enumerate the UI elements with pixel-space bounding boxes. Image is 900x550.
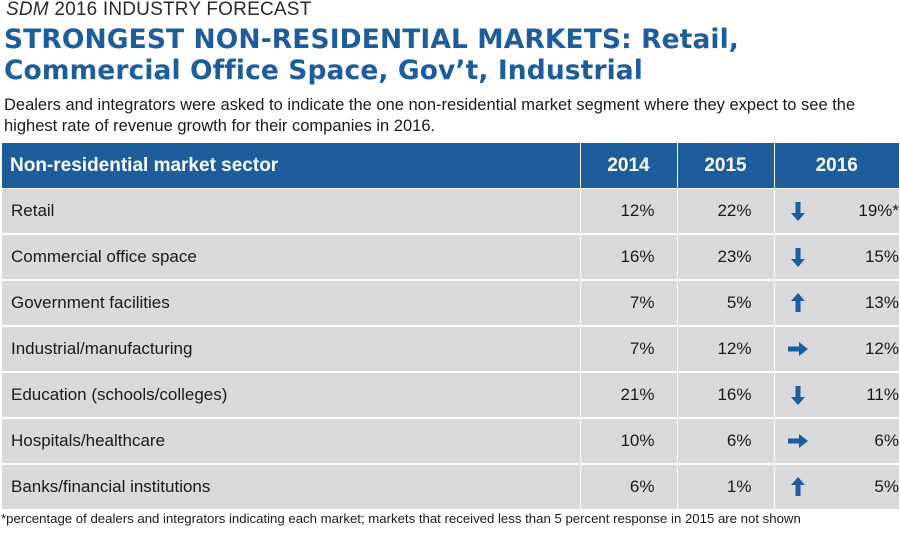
value-2015: 5% — [677, 280, 775, 327]
value-2016-wrap: 11% — [775, 373, 899, 417]
value-2016-wrap: 15% — [775, 235, 899, 279]
table-row: Retail 12% 22% 19%* — [2, 188, 899, 235]
kicker-text: 2016 INDUSTRY FORECAST — [54, 0, 312, 20]
table-row: Government facilities 7% 5% 13% — [2, 280, 899, 327]
value-2016: 12% — [864, 339, 899, 358]
sector-name: Banks/financial institutions — [2, 464, 581, 511]
table-body: Retail 12% 22% 19%* Commercial office space 1… — [2, 188, 899, 511]
market-table: Non-residential market sector 2014 2015 … — [2, 143, 899, 511]
subtitle: Dealers and integrators were asked to in… — [4, 96, 856, 135]
column-header-2015: 2015 — [677, 143, 775, 189]
arrow-right-icon — [787, 342, 808, 356]
value-2016: 11% — [866, 385, 899, 404]
value-2016-cell: 19%* — [774, 188, 899, 235]
value-2016-cell: 5% — [774, 464, 899, 511]
value-2015: 6% — [677, 418, 775, 465]
value-2016: 5% — [874, 477, 899, 496]
kicker-brand: SDM — [6, 0, 49, 20]
column-header-2014: 2014 — [580, 143, 678, 189]
value-2014: 7% — [580, 326, 678, 373]
value-2016-wrap: 19%* — [775, 189, 899, 233]
table-row: Industrial/manufacturing 7% 12% 12% — [2, 326, 899, 373]
value-2015: 23% — [677, 234, 775, 281]
sector-name: Government facilities — [2, 280, 581, 327]
arrow-down-icon — [790, 202, 805, 221]
value-2014: 16% — [580, 234, 678, 281]
table-header-row: Non-residential market sector 2014 2015 … — [2, 143, 899, 189]
page-title: STRONGEST NON-RESIDENTIAL MARKETS: Retai… — [4, 24, 896, 86]
value-2016-cell: 12% — [774, 326, 899, 373]
value-2016-cell: 11% — [774, 372, 899, 419]
forecast-kicker: SDM 2016 INDUSTRY FORECAST — [6, 0, 311, 21]
value-2016-cell: 15% — [774, 234, 899, 281]
sector-name: Hospitals/healthcare — [2, 418, 581, 465]
value-2015: 12% — [677, 326, 775, 373]
title-line-2: Commercial Office Space, Gov’t, Industri… — [4, 55, 643, 86]
arrow-up-icon — [790, 477, 805, 496]
value-2016-cell: 6% — [774, 418, 899, 465]
value-2016-wrap: 13% — [775, 281, 899, 325]
value-2016: 13% — [864, 293, 899, 312]
value-2016-wrap: 6% — [775, 419, 899, 463]
column-header-2016: 2016 — [774, 143, 899, 189]
value-2016-wrap: 5% — [775, 465, 899, 509]
arrow-down-icon — [790, 386, 805, 405]
value-2015: 16% — [677, 372, 775, 419]
table-row: Hospitals/healthcare 10% 6% 6% — [2, 418, 899, 465]
value-2016: 15% — [864, 247, 899, 266]
value-2015: 22% — [677, 188, 775, 235]
value-2016-cell: 13% — [774, 280, 899, 327]
value-2016: 6% — [874, 431, 899, 450]
column-header-sector: Non-residential market sector — [2, 143, 581, 189]
sector-name: Education (schools/colleges) — [2, 372, 581, 419]
value-2016: 19%* — [858, 201, 899, 220]
table-row: Commercial office space 16% 23% 15% — [2, 234, 899, 281]
value-2016-wrap: 12% — [775, 327, 899, 371]
sector-name: Retail — [2, 188, 581, 235]
value-2015: 1% — [677, 464, 775, 511]
table-row: Banks/financial institutions 6% 1% 5% — [2, 464, 899, 511]
value-2014: 10% — [580, 418, 678, 465]
table-row: Education (schools/colleges) 21% 16% 11% — [2, 372, 899, 419]
title-line-1: STRONGEST NON-RESIDENTIAL MARKETS: Retai… — [4, 24, 739, 55]
sector-name: Commercial office space — [2, 234, 581, 281]
value-2014: 6% — [580, 464, 678, 511]
arrow-right-icon — [787, 434, 808, 448]
value-2014: 21% — [580, 372, 678, 419]
value-2014: 7% — [580, 280, 678, 327]
arrow-down-icon — [790, 248, 805, 267]
footnote: *percentage of dealers and integrators i… — [1, 511, 801, 526]
value-2014: 12% — [580, 188, 678, 235]
arrow-up-icon — [790, 293, 805, 312]
sector-name: Industrial/manufacturing — [2, 326, 581, 373]
